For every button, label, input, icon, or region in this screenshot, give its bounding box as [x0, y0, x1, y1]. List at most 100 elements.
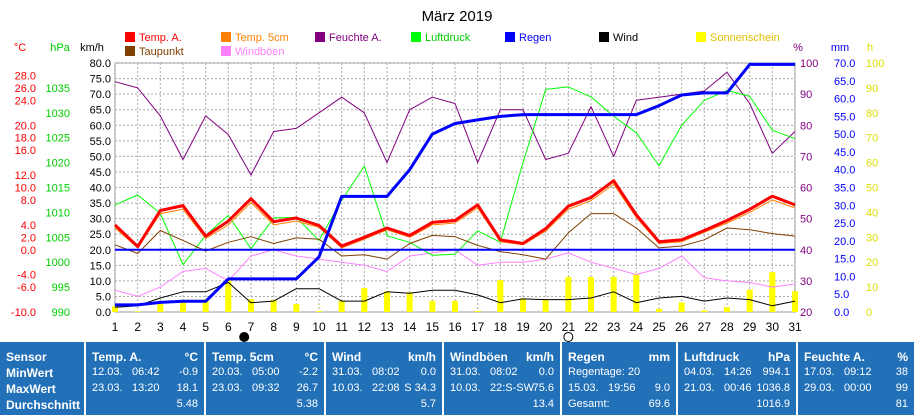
sunshine-bar: [248, 299, 254, 312]
sunshine-bar: [180, 302, 186, 312]
axis-unit-label: km/h: [80, 42, 104, 54]
sunshine-bar: [225, 280, 232, 312]
x-tick-label: 4: [180, 320, 187, 334]
pct-tick-label: 80: [800, 120, 812, 132]
legend-swatch: [505, 32, 515, 42]
kmh-tick-label: 35.0: [90, 198, 111, 210]
stat-max-time: 09:32: [252, 382, 280, 394]
sensor-labels-panel: Sensor MinWert MaxWert Durchschnitt: [0, 342, 84, 415]
temp-tick-label: 4.0: [21, 220, 36, 232]
temp-tick-label: -10.0: [11, 307, 36, 319]
legend-label: Temp. A.: [139, 32, 182, 44]
sunshine-bar: [610, 276, 617, 312]
stat-avg-value: 69.6: [648, 398, 670, 410]
x-tick-label: 31: [788, 320, 802, 334]
h-tick-label: 10: [866, 282, 878, 294]
stat-avg-value: 5.7: [420, 398, 436, 410]
stat-max-value: 18.1: [176, 382, 198, 394]
kmh-tick-label: 25.0: [90, 229, 111, 241]
moon-phase-markers: [239, 332, 574, 342]
legend-swatch: [315, 32, 325, 42]
stat-min-date: 04.03.: [684, 366, 715, 378]
stat-max-value: 99: [895, 382, 908, 394]
row-label-min: MinWert: [6, 366, 54, 380]
axis-unit-label: hPa: [50, 42, 70, 54]
x-tick-label: 27: [698, 320, 712, 334]
sunshine-bar: [361, 288, 368, 312]
stat-unit: °C: [184, 350, 198, 364]
stat-panel: Windböen km/h 31.03. 08:02 0.0 10.03. 22:S-SW 7…: [444, 342, 560, 415]
stat-min-value: 994.1: [762, 366, 790, 378]
stat-min-value: 38: [895, 366, 908, 378]
sunshine-bars: [112, 272, 798, 312]
stat-min-date: 31.03.: [450, 366, 481, 378]
mm-tick-label: 65.0: [834, 76, 855, 88]
row-label-sensor: Sensor: [6, 350, 47, 364]
legend-label: Windböen: [235, 46, 285, 58]
stat-panel: Regen mm Regentage: 20 15.03. 19:56 9.0 Gesamt…: [562, 342, 676, 415]
x-tick-label: 10: [312, 320, 326, 334]
sunshine-bar: [406, 292, 413, 312]
x-tick-label: 18: [494, 320, 508, 334]
sunshine-bar: [769, 272, 776, 312]
temp-tick-label: 0.0: [21, 245, 36, 257]
stat-avg-value: 13.4: [532, 398, 554, 410]
stat-max-date: 29.03.: [804, 382, 835, 394]
h-tick-label: 50: [866, 183, 878, 195]
axis-unit-label: °C: [14, 42, 26, 54]
x-tick-label: 24: [630, 320, 644, 334]
stat-title: Regen: [568, 350, 605, 364]
hpa-tick-label: 1010: [46, 207, 70, 219]
hpa-tick-label: 1015: [46, 183, 70, 195]
x-tick-label: 28: [720, 320, 734, 334]
stat-panel: Wind km/h 31.03. 08:02 0.0 10.03. 22:08 S 34.3 5…: [326, 342, 442, 415]
sunshine-bar: [134, 311, 141, 312]
stat-title: Wind: [332, 350, 362, 364]
kmh-tick-label: 40.0: [90, 183, 111, 195]
stat-max-date: 10.03.: [450, 382, 481, 394]
h-tick-label: 40: [866, 207, 878, 219]
temp-tick-label: -6.0: [17, 282, 36, 294]
h-tick-label: 0: [866, 307, 872, 319]
x-tick-label: 9: [293, 320, 300, 334]
legend-swatch: [696, 32, 706, 42]
stat-max-time: 00:46: [724, 382, 752, 394]
stat-unit: hPa: [767, 350, 790, 364]
sunshine-bar: [724, 307, 730, 312]
stat-min-time: 06:42: [132, 366, 160, 378]
axis-unit-label: h: [867, 42, 873, 54]
sunshine-bar: [157, 304, 164, 312]
kmh-tick-label: 0.0: [96, 307, 111, 319]
sunshine-bar: [542, 299, 549, 312]
x-tick-label: 11: [335, 320, 348, 334]
mm-tick-label: 40.0: [834, 165, 855, 177]
kmh-tick-label: 55.0: [90, 136, 111, 148]
stat-min-time: 08:02: [490, 366, 518, 378]
sunshine-bar: [202, 299, 209, 312]
temp-tick-label: 16.0: [15, 145, 36, 157]
kmh-tick-label: 10.0: [90, 276, 111, 288]
full-moon-icon: [563, 332, 574, 342]
stat-max-value: S 34.3: [404, 382, 436, 394]
stat-max-value: 26.7: [296, 382, 318, 394]
kmh-tick-label: 5.0: [96, 291, 111, 303]
x-tick-label: 20: [539, 320, 553, 334]
x-tick-label: 30: [766, 320, 780, 334]
chart-title: März 2019: [422, 8, 493, 25]
stat-max-date: 21.03.: [684, 382, 715, 394]
stat-title: Windböen: [450, 350, 508, 364]
stat-avg-value: 5.38: [296, 398, 318, 410]
kmh-tick-label: 30.0: [90, 214, 111, 226]
temp-tick-label: 24.0: [15, 95, 36, 107]
stat-max-time: 22:S-SW: [490, 382, 535, 394]
sunshine-bar: [316, 311, 322, 312]
stat-min-value: -0.9: [179, 366, 198, 378]
series-lines: [113, 62, 796, 308]
x-tick-label: 17: [471, 320, 485, 334]
stat-min-text: Regentage: 20: [568, 366, 641, 378]
x-tick-label: 19: [516, 320, 530, 334]
sunshine-bar: [384, 291, 390, 312]
x-tick-label: 23: [607, 320, 621, 334]
sunshine-bar: [565, 276, 572, 312]
stat-panel: Feuchte A.% 17.03. 09:12 38 29.03. 00:00 99 81: [798, 342, 914, 415]
